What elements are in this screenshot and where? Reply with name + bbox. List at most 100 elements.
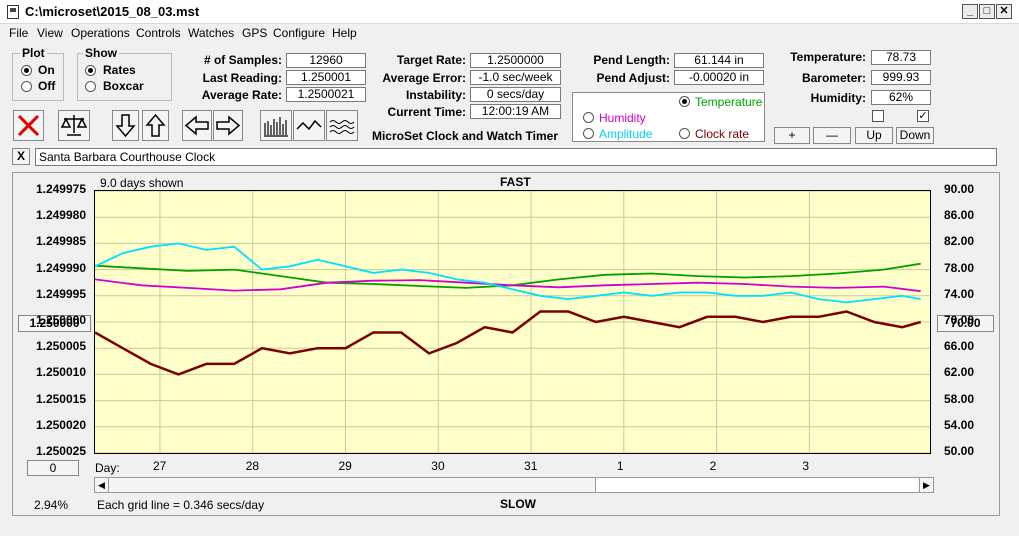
menu-bar: File View Operations Controls Watches GP… bbox=[0, 24, 1019, 42]
menu-configure[interactable]: Configure bbox=[273, 26, 326, 40]
samples-label: # of Samples: bbox=[203, 53, 282, 67]
pend-length-label: Pend Length: bbox=[593, 53, 670, 67]
show-boxcar-label: Boxcar bbox=[103, 79, 144, 93]
description-input[interactable]: Santa Barbara Courthouse Clock bbox=[35, 148, 997, 166]
right-axis-tick: 82.00 bbox=[944, 234, 975, 249]
right-center-button[interactable]: 70.00 bbox=[937, 315, 994, 332]
arrow-left-button[interactable] bbox=[182, 110, 212, 141]
menu-operations[interactable]: Operations bbox=[71, 26, 130, 40]
humidity-radio[interactable] bbox=[583, 112, 594, 123]
fast-label: FAST bbox=[500, 175, 531, 189]
pend-adjust-value: -0.00020 in bbox=[674, 70, 764, 85]
right-axis-tick: 78.00 bbox=[944, 260, 975, 275]
menu-gps[interactable]: GPS bbox=[242, 26, 268, 40]
show-group-title: Show bbox=[83, 46, 119, 60]
temperature-option-label: Temperature bbox=[695, 95, 763, 109]
left-axis-tick: 1.250015 bbox=[35, 391, 86, 406]
right-axis-tick: 50.00 bbox=[944, 444, 975, 458]
target-rate-label: Target Rate: bbox=[396, 53, 466, 67]
x-axis-tick: 31 bbox=[524, 459, 538, 473]
slow-label: SLOW bbox=[500, 497, 536, 511]
close-button[interactable]: ✕ bbox=[996, 4, 1012, 19]
line-chart-button[interactable] bbox=[293, 110, 325, 141]
humidity-option-label: Humidity bbox=[599, 111, 646, 125]
clock-rate-radio[interactable] bbox=[679, 128, 690, 139]
noise-chart-button[interactable] bbox=[326, 110, 358, 141]
maximize-button[interactable]: □ bbox=[979, 4, 995, 19]
menu-file[interactable]: File bbox=[9, 26, 29, 40]
stop-x-icon bbox=[17, 114, 40, 137]
pend-adjust-label: Pend Adjust: bbox=[596, 71, 670, 85]
series-humidity bbox=[94, 278, 921, 293]
left-center-button[interactable]: 1.250000 bbox=[18, 315, 91, 332]
menu-controls[interactable]: Controls bbox=[136, 26, 181, 40]
right-axis-tick: 70.00 bbox=[944, 313, 975, 327]
plot-area bbox=[94, 190, 931, 454]
current-time-value: 12:00:19 AM bbox=[470, 104, 561, 119]
plus-button[interactable]: + bbox=[774, 127, 810, 144]
right-axis-tick: 74.00 bbox=[944, 286, 975, 301]
show-rates-radio[interactable] bbox=[85, 65, 96, 76]
temperature-radio[interactable] bbox=[679, 96, 690, 107]
days-shown-label: 9.0 days shown bbox=[100, 176, 184, 190]
amplitude-option-label: Amplitude bbox=[599, 127, 653, 141]
current-time-label: Current Time: bbox=[387, 105, 466, 119]
temperature-value: 78.73 bbox=[871, 50, 931, 65]
pend-length-value: 61.144 in bbox=[674, 53, 764, 68]
scale-button[interactable] bbox=[58, 110, 90, 141]
right-axis-labels: 90.00 86.00 82.00 78.00 74.00 70.00 66.00 62.00… bbox=[944, 182, 999, 462]
menu-help[interactable]: Help bbox=[332, 26, 357, 40]
arrow-up-button[interactable] bbox=[142, 110, 169, 141]
scroll-left-icon[interactable]: ◀ bbox=[95, 478, 109, 492]
show-boxcar-radio[interactable] bbox=[85, 81, 96, 92]
average-rate-label: Average Rate: bbox=[201, 88, 282, 102]
menu-view[interactable]: View bbox=[37, 26, 63, 40]
left-axis-tick: 1.250020 bbox=[35, 417, 86, 432]
target-rate-value: 1.2500000 bbox=[470, 53, 561, 68]
scroll-right-icon[interactable]: ▶ bbox=[919, 478, 933, 492]
time-scrollbar[interactable]: ◀ ▶ bbox=[94, 477, 934, 493]
left-axis-tick: 1.250010 bbox=[35, 365, 86, 380]
plot-on-radio[interactable] bbox=[21, 65, 32, 76]
scroll-thumb[interactable] bbox=[595, 478, 917, 492]
plot-group bbox=[12, 53, 64, 101]
arrow-right-button[interactable] bbox=[213, 110, 243, 141]
down-button[interactable]: Down bbox=[896, 127, 934, 144]
x-axis-tick: 29 bbox=[338, 459, 352, 473]
humidity-label: Humidity: bbox=[810, 91, 866, 105]
bars-icon bbox=[264, 117, 288, 137]
x-axis-tick: 30 bbox=[431, 459, 445, 473]
checkbox-2[interactable]: ✓ bbox=[917, 110, 929, 122]
window-title: C:\microset\2015_08_03.mst bbox=[25, 4, 200, 19]
clear-description-button[interactable]: X bbox=[12, 148, 30, 165]
right-axis-tick: 54.00 bbox=[944, 417, 975, 432]
stop-button[interactable] bbox=[13, 110, 44, 141]
plot-off-radio[interactable] bbox=[21, 81, 32, 92]
left-axis-tick: 1.249990 bbox=[35, 260, 86, 275]
x-axis-tick: 3 bbox=[802, 459, 810, 473]
checkbox-1[interactable] bbox=[872, 110, 884, 122]
barometer-value: 999.93 bbox=[871, 70, 931, 85]
series-amplitude bbox=[94, 242, 921, 304]
minimize-button[interactable]: _ bbox=[962, 4, 978, 19]
arrow-left-icon bbox=[184, 115, 209, 136]
arrow-down-button[interactable] bbox=[112, 110, 139, 141]
x-axis-tick: 2 bbox=[709, 459, 717, 473]
clock-rate-option-label: Clock rate bbox=[695, 127, 750, 141]
left-axis-tick: 1.249975 bbox=[35, 182, 86, 196]
arrow-right-icon bbox=[216, 115, 241, 136]
amplitude-radio[interactable] bbox=[583, 128, 594, 139]
noise-wave-icon bbox=[329, 120, 355, 134]
plot-group-title: Plot bbox=[20, 46, 47, 60]
minus-button[interactable]: — bbox=[813, 127, 851, 144]
bottom-offset-button[interactable]: 0 bbox=[27, 460, 79, 476]
instability-label: Instability: bbox=[405, 88, 466, 102]
average-error-label: Average Error: bbox=[382, 71, 466, 85]
menu-watches[interactable]: Watches bbox=[188, 26, 235, 40]
temperature-label: Temperature: bbox=[790, 50, 866, 64]
up-button[interactable]: Up bbox=[855, 127, 893, 144]
left-axis-tick: 1.250000 bbox=[35, 313, 86, 327]
bar-chart-button[interactable] bbox=[260, 110, 292, 141]
last-reading-label: Last Reading: bbox=[202, 71, 282, 85]
x-axis-labels: 27 28 29 30 31 1 2 3 bbox=[94, 459, 931, 475]
